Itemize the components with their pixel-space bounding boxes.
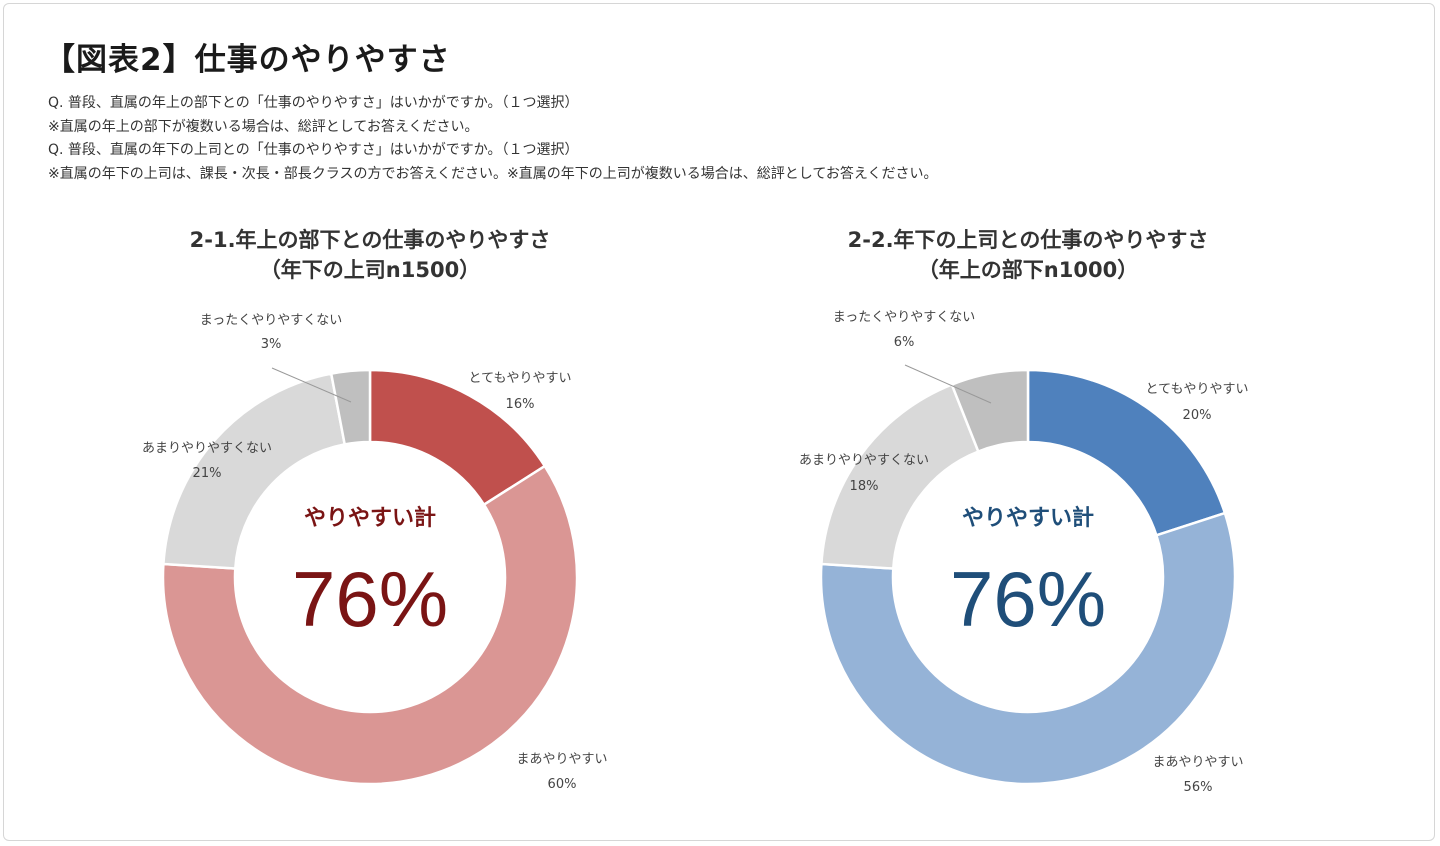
donut-chart-1: 2-1.年上の部下との仕事のやりやすさ （年下の上司n1500） とてもやりやすい 1…: [142, 228, 608, 792]
donut-slice: [950, 368, 1030, 454]
question-note: Q. 普段、直属の年上の部下との「仕事のやりやすさ」はいかがですか。（１つ選択）: [48, 95, 579, 111]
slice-value-label: 3%: [261, 337, 282, 352]
slice-label: まあやりやすい: [1152, 755, 1243, 770]
chart-title: （年下の上司n1500）: [260, 258, 480, 282]
chart-title: （年上の部下n1000）: [918, 258, 1138, 282]
center-caption: やりやすい計: [304, 505, 436, 531]
center-total-value: 76%: [950, 555, 1106, 643]
chart-title: 2-2.年下の上司との仕事のやりやすさ: [848, 228, 1209, 252]
question-note: ※直属の年上の部下が複数いる場合は、総評としてお答えください。: [48, 118, 479, 135]
slice-value-label: 6%: [894, 335, 915, 350]
figure-frame: [3, 3, 1435, 841]
slice-label: まったくやりやすくない: [833, 310, 975, 325]
donut-slice: [161, 464, 579, 786]
slice-value-label: 56%: [1184, 780, 1213, 795]
question-notes: Q. 普段、直属の年上の部下との「仕事のやりやすさ」はいかがですか。（１つ選択）…: [48, 92, 938, 186]
slice-label: あまりやりやすくない: [799, 453, 929, 468]
chart-title: 2-1.年上の部下との仕事のやりやすさ: [190, 228, 551, 252]
slice-label: まったくやりやすくない: [200, 313, 342, 328]
slice-value-label: 20%: [1183, 408, 1212, 423]
leader-line: [904, 364, 992, 404]
slice-value-label: 60%: [548, 777, 577, 792]
center-total-value: 76%: [292, 555, 448, 643]
leader-line: [271, 367, 352, 403]
slice-label: あまりやりやすくない: [142, 441, 272, 456]
slice-label: とてもやりやすい: [1146, 382, 1249, 397]
slice-value-label: 16%: [506, 397, 535, 412]
donut-slice: [819, 511, 1237, 786]
center-caption: やりやすい計: [962, 505, 1094, 531]
figure-title: 【図表2】仕事のやりやすさ: [44, 42, 451, 78]
slice-value-label: 21%: [193, 466, 222, 481]
slice-value-label: 18%: [850, 479, 879, 494]
donut-slice: [820, 382, 980, 570]
donut-chart-2: 2-2.年下の上司との仕事のやりやすさ （年上の部下n1000） とてもやりやすい 2…: [799, 228, 1248, 795]
slice-label: とてもやりやすい: [469, 371, 572, 386]
slice-label: まあやりやすい: [516, 752, 607, 767]
question-note: Q. 普段、直属の年下の上司との「仕事のやりやすさ」はいかがですか。（１つ選択）: [48, 142, 579, 158]
donut-slice: [162, 372, 347, 570]
donut-slice: [329, 368, 372, 446]
question-note: ※直属の年下の上司は、課長・次長・部長クラスの方でお答えください。※直属の年下の…: [48, 165, 938, 182]
